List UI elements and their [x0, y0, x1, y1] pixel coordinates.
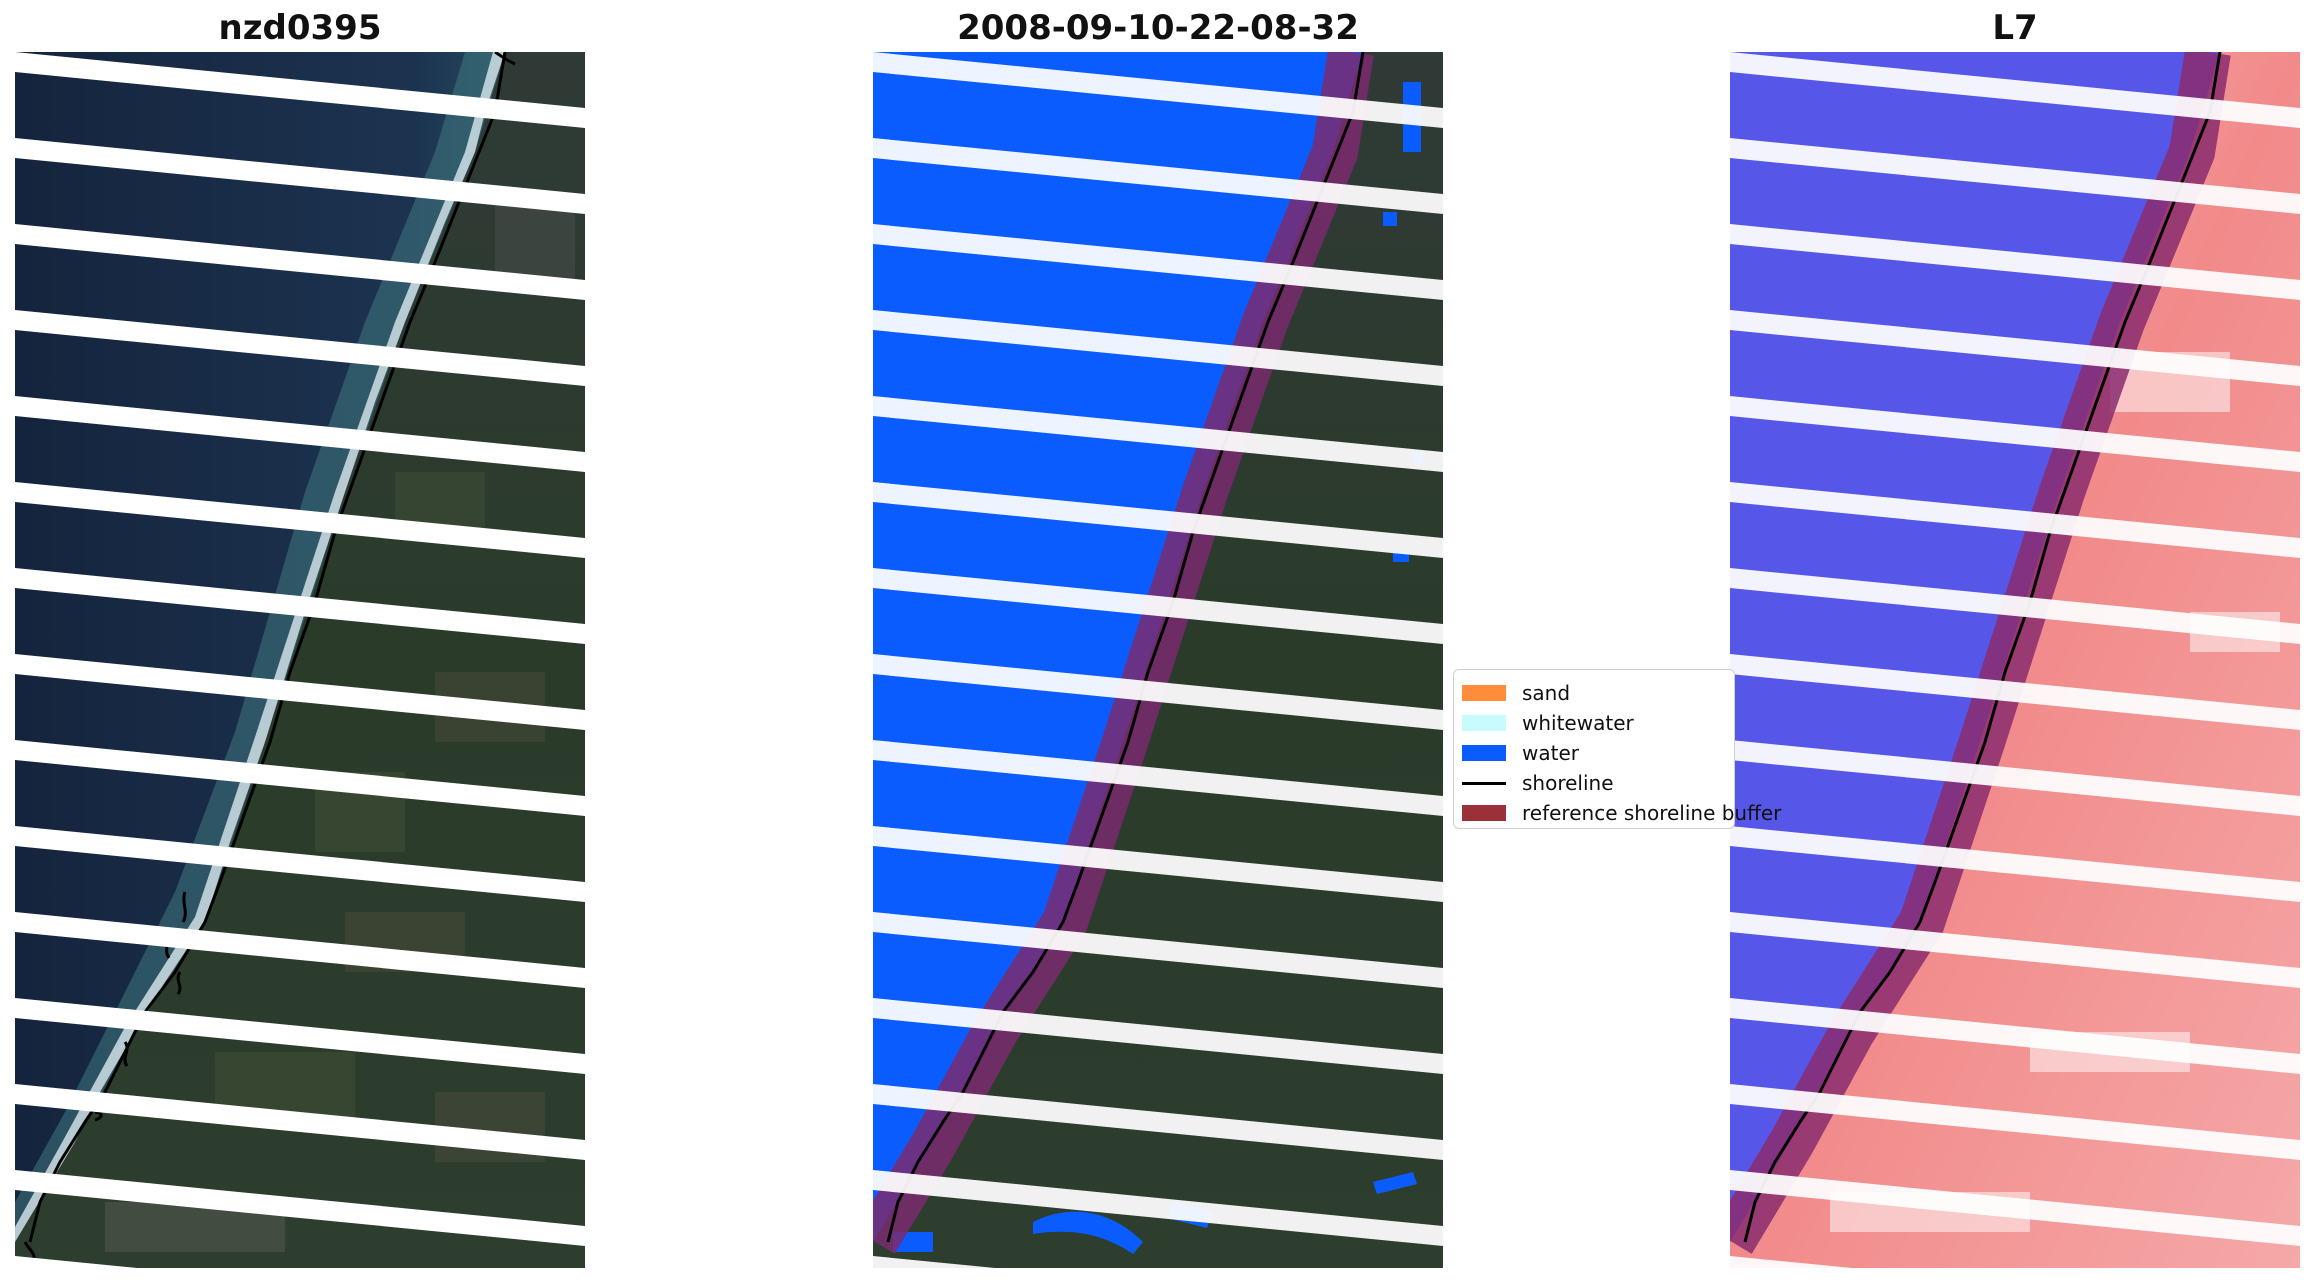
legend-item-sand: sand: [1454, 678, 1854, 708]
legend-label: whitewater: [1522, 711, 1634, 735]
rgb-image: [15, 52, 585, 1268]
slc-off-gaps: [873, 52, 1443, 1268]
legend-item-water: water: [1454, 738, 1854, 768]
panel-title-3: L7: [1992, 8, 2038, 48]
water-index-image: [1730, 52, 2300, 1268]
panel-title-2: 2008-09-10-22-08-32: [957, 8, 1359, 48]
legend-label: water: [1522, 741, 1579, 765]
legend: sand whitewater water shoreline referenc…: [1453, 669, 1781, 829]
sand-swatch: [1462, 685, 1506, 701]
legend-label: sand: [1522, 681, 1571, 705]
legend-item-reference-shoreline-buffer: reference shoreline buffer: [1454, 798, 1854, 828]
panel-title-1: nzd0395: [218, 8, 382, 48]
whitewater-swatch: [1462, 715, 1506, 731]
slc-off-gaps: [15, 52, 585, 1268]
legend-item-whitewater: whitewater: [1454, 708, 1854, 738]
rgb-image-panel: [15, 52, 585, 1268]
legend-item-shoreline: shoreline: [1454, 768, 1854, 798]
classification-panel: [873, 52, 1443, 1268]
shoreline-line-swatch: [1462, 781, 1506, 785]
water-swatch: [1462, 745, 1506, 761]
legend-overlap-mask: [1730, 669, 1744, 829]
legend-label: reference shoreline buffer: [1522, 801, 1782, 825]
legend-label: shoreline: [1522, 771, 1614, 795]
water-index-panel: [1730, 52, 2300, 1268]
reference-buffer-swatch: [1462, 805, 1506, 821]
classification-image: [873, 52, 1443, 1268]
slc-off-gaps: [1730, 52, 2300, 1268]
